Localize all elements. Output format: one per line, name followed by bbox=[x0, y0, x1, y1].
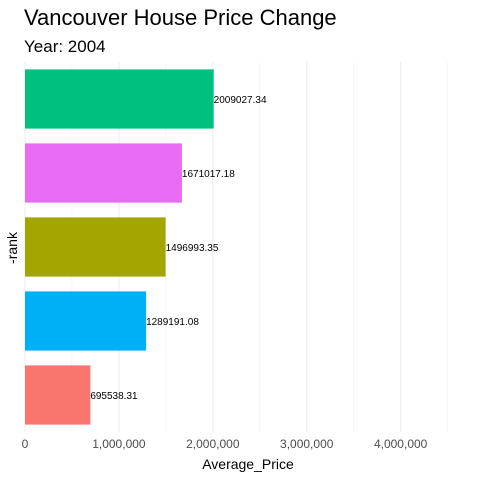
data-label-rank-5: 695538.31 bbox=[90, 391, 138, 402]
bar-rank-2 bbox=[25, 143, 182, 203]
x-tick-label: 1,000,000 bbox=[92, 437, 146, 451]
data-label-rank-3: 1496993.35 bbox=[166, 243, 219, 254]
bar-rank-5 bbox=[25, 365, 91, 425]
data-label-rank-1: 2009027.34 bbox=[214, 95, 267, 106]
x-tick-label: 4,000,000 bbox=[374, 437, 428, 451]
x-tick-label: 0 bbox=[22, 437, 29, 451]
bars-group bbox=[25, 69, 214, 425]
data-labels-group: 2009027.34 1671017.18 1496993.35 1289191.08… bbox=[90, 95, 267, 402]
data-label-rank-2: 1671017.18 bbox=[182, 169, 235, 180]
bar-rank-1 bbox=[25, 69, 214, 129]
x-tick-label: 2,000,000 bbox=[186, 437, 240, 451]
data-label-rank-4: 1289191.08 bbox=[146, 317, 199, 328]
chart-subtitle: Year: 2004 bbox=[24, 37, 106, 56]
x-tick-label: 3,000,000 bbox=[280, 437, 334, 451]
x-axis-title: Average_Price bbox=[202, 456, 294, 472]
bar-rank-3 bbox=[25, 217, 166, 277]
bar-rank-4 bbox=[25, 291, 147, 351]
x-tick-labels-group: 0 1,000,000 2,000,000 3,000,000 4,000,000 bbox=[22, 437, 428, 451]
y-axis-title: -rank bbox=[4, 231, 20, 264]
chart-title: Vancouver House Price Change bbox=[24, 5, 337, 30]
